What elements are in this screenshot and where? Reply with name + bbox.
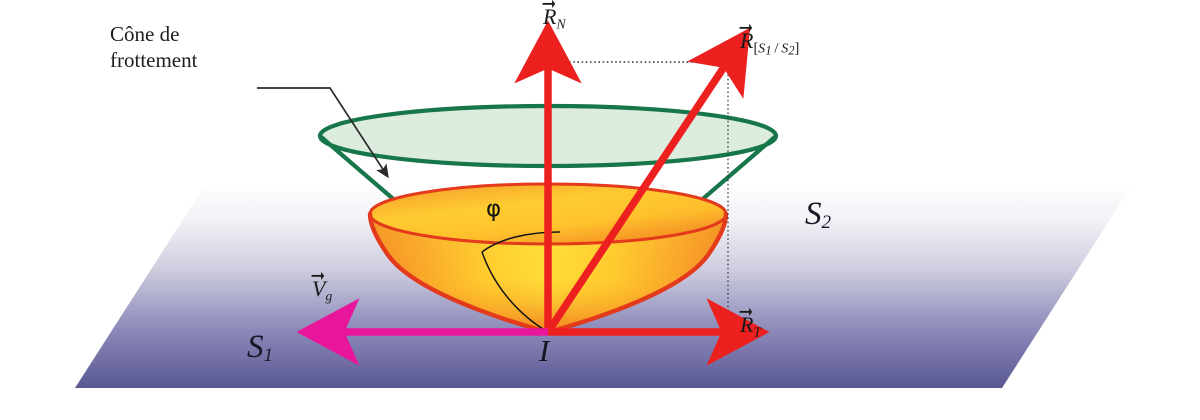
subscript-bracket-open: [ [753, 40, 759, 57]
label-vector-sliding-velocity: V g [311, 272, 333, 304]
caption-line-2: frottement [110, 47, 198, 72]
surface-s2-index: 2 [821, 212, 832, 234]
caption-cone-de-frottement: Cône de frottement [110, 22, 197, 73]
surface-s1-index: 1 [263, 345, 274, 367]
label-vector-total-reaction: R [S1 / S2] [739, 24, 800, 58]
vector-subscript: T [753, 324, 762, 340]
label-surface-s1: S1 [247, 329, 273, 367]
surface-s1-name: S [247, 329, 264, 365]
caption-line-1: Cône de [110, 22, 180, 46]
vector-accent-group: R [542, 0, 557, 30]
label-contact-point-i: I [539, 333, 550, 368]
caption-leader-line [257, 87, 389, 179]
label-vector-normal-reaction: R N [542, 0, 566, 32]
label-angle-phi: φ [486, 196, 502, 222]
vector-subscript: N [556, 16, 566, 32]
vector-arrows [296, 20, 770, 366]
vector-accent-group: V [311, 272, 326, 302]
vector-subscript: g [325, 288, 333, 304]
subscript-surface-1-index: 1 [765, 43, 772, 58]
subscript-surface-2-name: S [781, 40, 789, 56]
vector-accent-group: R [739, 308, 754, 338]
label-surface-s2: S2 [805, 196, 831, 234]
vector-symbol: R [543, 4, 557, 29]
label-vector-tangential-reaction: R T [739, 308, 762, 340]
subscript-slash: / [771, 40, 782, 57]
subscript-bracket-close: ] [794, 40, 800, 57]
subscript-surface-2-index: 2 [788, 43, 795, 58]
vector-symbol: R [740, 312, 754, 337]
vector-total-reaction [544, 27, 751, 335]
vector-symbol: V [312, 276, 326, 301]
surface-s2-name: S [805, 196, 822, 232]
vector-accent-group: R [739, 24, 754, 54]
subscript-surface-1-name: S [758, 40, 766, 56]
vector-symbol: R [740, 28, 754, 53]
